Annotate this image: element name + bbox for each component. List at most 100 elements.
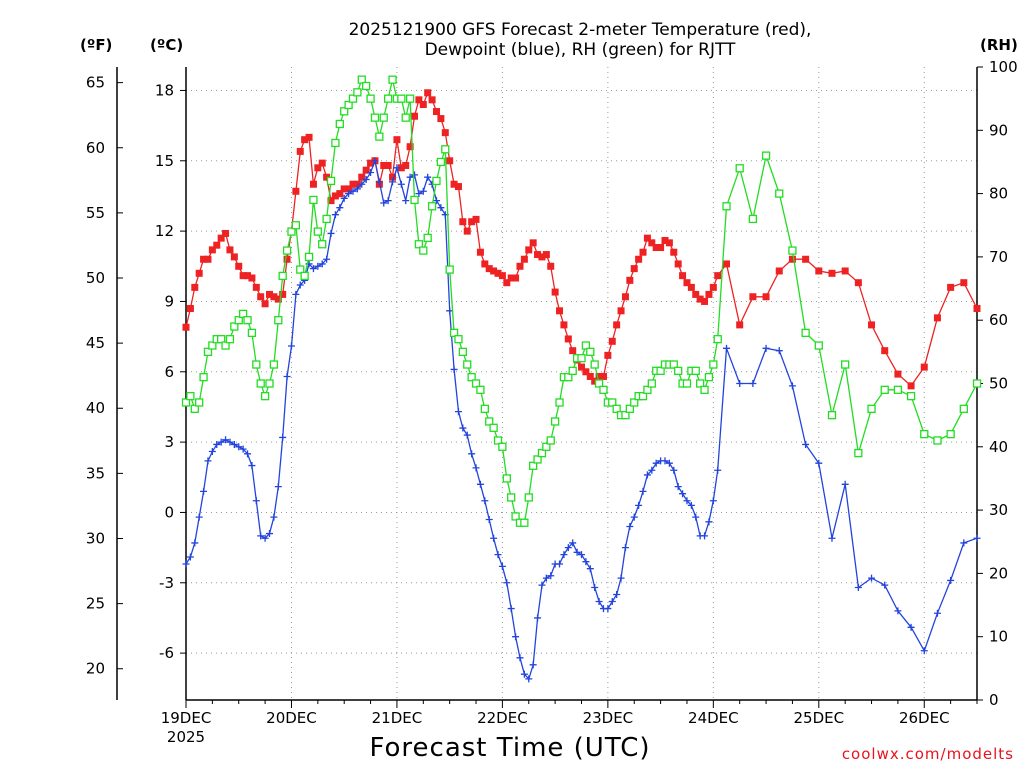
fahrenheit-tick-label: 35 (86, 464, 105, 482)
dewpoint-point (393, 164, 401, 172)
temperature-point (318, 159, 326, 167)
dewpoint-point (586, 565, 594, 573)
temperature-point (788, 255, 796, 263)
temperature-point (674, 260, 682, 268)
temperature-point (828, 269, 836, 277)
dewpoint-point (661, 457, 669, 465)
temperature-point (208, 246, 216, 254)
dewpoint-point (749, 380, 757, 387)
temperature-point (279, 290, 287, 298)
rh-point (331, 138, 340, 148)
dewpoint-point (283, 372, 291, 380)
dewpoint-point (195, 513, 203, 521)
dewpoint-point (415, 190, 423, 198)
x-axis-title: Forecast Time (UTC) (369, 733, 651, 763)
rh-point (867, 404, 876, 413)
dewpoint-point (336, 204, 344, 212)
temperature-point (907, 382, 915, 390)
rh-point (480, 404, 489, 413)
rh-tick-label: 100 (989, 58, 1018, 76)
temperature-point (472, 215, 480, 223)
dewpoint-point (367, 169, 375, 176)
temperature-point (701, 297, 709, 305)
dewpoint-point (213, 440, 221, 448)
x-tick-label: 23DEC (583, 709, 634, 727)
rh-point (498, 442, 507, 451)
dewpoint-point (375, 178, 383, 186)
x-tick-label: 25DEC (794, 709, 845, 727)
rh-point (577, 354, 586, 363)
dewpoint-point (371, 157, 379, 165)
dewpoint-point (815, 459, 823, 467)
temperature-point (485, 265, 493, 273)
dewpoint-point (204, 457, 212, 465)
fahrenheit-tick-label: 40 (86, 399, 105, 417)
rh-point (353, 88, 362, 97)
rh-point (366, 94, 375, 103)
dewpoint-series-line (185, 158, 978, 681)
rh-point (335, 119, 344, 129)
x-tick-label: 24DEC (688, 709, 739, 727)
rh-point (841, 360, 850, 369)
temperature-point (441, 129, 449, 137)
dewpoint-point (569, 539, 577, 547)
dewpoint-point (252, 497, 260, 505)
x-tick-label: 22DEC (477, 709, 528, 727)
temperature-point (714, 272, 722, 280)
series-layer (181, 75, 982, 683)
temperature-point (402, 161, 410, 169)
temperature-point (960, 279, 968, 287)
credit-link[interactable]: coolwx.com/modelts (841, 745, 1014, 763)
dewpoint-point (512, 633, 520, 641)
dewpoint-point (520, 670, 528, 678)
rh-point (260, 392, 270, 401)
rh-point (238, 309, 248, 319)
rh-point (656, 366, 665, 375)
temperature-point (503, 279, 511, 287)
rh-point (397, 94, 406, 103)
dewpoint-point (736, 380, 744, 387)
x-tick-label: 20DEC (266, 709, 317, 727)
dewpoint-point (643, 471, 651, 479)
rh-point (555, 398, 564, 407)
rh-point (383, 94, 393, 103)
temperature-point (428, 96, 436, 104)
dewpoint-point (881, 581, 889, 589)
temperature-point (841, 267, 849, 275)
rh-point (674, 366, 683, 375)
dewpoint-point (208, 447, 216, 455)
dewpoint-point (419, 187, 427, 195)
rh-point (599, 385, 608, 394)
dewpoint-point (200, 487, 208, 495)
rh-point (225, 335, 235, 344)
temperature-point (525, 246, 533, 254)
x-tick-label: 19DEC (161, 709, 212, 727)
rh-point (419, 246, 428, 255)
temperature-point (463, 227, 471, 235)
temperature-point (459, 218, 467, 226)
rh-tick-label: 70 (989, 248, 1008, 266)
temperature-point (933, 314, 941, 322)
dewpoint-point (556, 560, 564, 568)
temperature-point (252, 283, 260, 291)
dewpoint-point (709, 497, 717, 505)
dewpoint-point (582, 558, 590, 566)
rh-point (388, 75, 397, 84)
temperature-point (393, 136, 401, 144)
dewpoint-point (248, 462, 256, 470)
dewpoint-point (608, 598, 616, 606)
fahrenheit-tick-label: 60 (86, 139, 105, 157)
dewpoint-point (437, 204, 445, 212)
temperature-point (586, 372, 594, 380)
temperature-point (639, 248, 647, 256)
rh-point (427, 202, 437, 211)
temperature-point (182, 323, 190, 331)
dewpoint-point (714, 466, 722, 474)
dewpoint-point (432, 197, 440, 205)
rh-tick-label: 50 (989, 375, 1008, 393)
temperature-point (494, 269, 502, 277)
rh-point (410, 195, 419, 205)
temperature-point (345, 185, 353, 193)
rh-point (542, 442, 551, 451)
